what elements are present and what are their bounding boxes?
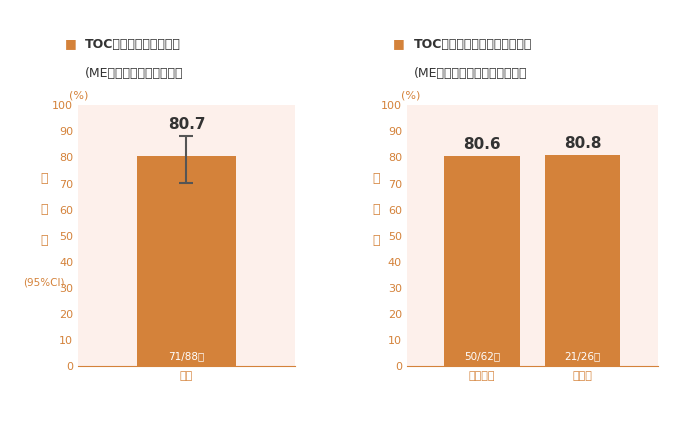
Bar xyxy=(137,156,236,366)
Text: TOC時点の疾患別細菌学的効果: TOC時点の疾患別細菌学的効果 xyxy=(414,37,532,51)
Text: 率: 率 xyxy=(40,234,48,248)
Bar xyxy=(545,155,620,366)
Text: ■: ■ xyxy=(393,37,405,51)
Text: 80.6: 80.6 xyxy=(463,137,501,152)
Text: 効: 効 xyxy=(40,203,48,216)
Text: 80.8: 80.8 xyxy=(563,136,601,152)
Text: (ME集団：主要評価項目）: (ME集団：主要評価項目） xyxy=(85,67,183,80)
Text: ■: ■ xyxy=(64,37,76,51)
Text: 50/62例: 50/62例 xyxy=(464,351,500,361)
Text: 80.7: 80.7 xyxy=(167,117,205,132)
Text: (%): (%) xyxy=(401,90,421,100)
Text: (%): (%) xyxy=(69,90,88,100)
Text: TOC時点の細菌学的効果: TOC時点の細菌学的効果 xyxy=(85,37,180,51)
Text: 有: 有 xyxy=(40,172,48,185)
Text: 71/88例: 71/88例 xyxy=(168,351,205,361)
Text: 21/26例: 21/26例 xyxy=(564,351,601,361)
Text: 効: 効 xyxy=(372,203,380,216)
Bar xyxy=(445,156,519,366)
Text: (95%CI): (95%CI) xyxy=(23,278,65,288)
Text: (ME集団：サブグループ解析）: (ME集団：サブグループ解析） xyxy=(414,67,527,80)
Text: 率: 率 xyxy=(372,234,380,248)
Text: 有: 有 xyxy=(372,172,380,185)
